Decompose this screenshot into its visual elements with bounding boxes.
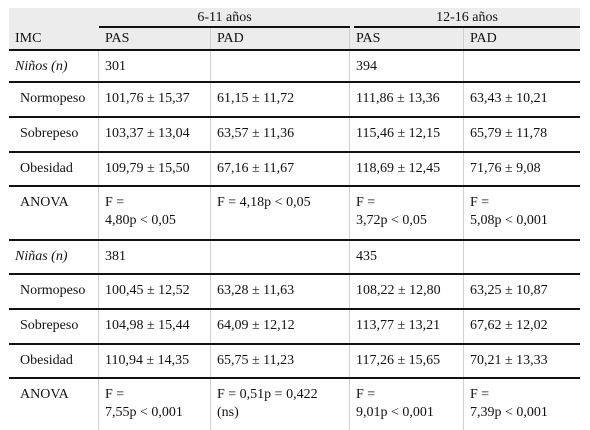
table-cell: F = 0,51p = 0,422 (ns)	[211, 379, 350, 430]
table-cell	[464, 51, 580, 81]
table-cell: F = 3,72p < 0,05	[350, 187, 464, 239]
table-cell: 104,98 ± 15,44	[99, 310, 211, 343]
table-row: Sobrepeso 104,98 ± 15,44 64,09 ± 12,12 113,…	[9, 308, 580, 343]
table-cell	[464, 241, 580, 273]
table-cell: 113,77 ± 13,21	[350, 310, 464, 343]
table-cell	[211, 241, 350, 273]
table-cell: 63,57 ± 11,36	[211, 118, 350, 151]
table-cell: 111,86 ± 13,36	[350, 83, 464, 116]
row-label: Niños (n)	[9, 51, 99, 81]
column-header-row: IMC PAS PAD PAS PAD	[9, 28, 580, 49]
column-header-pas-2: PAS	[350, 28, 464, 49]
table-cell: 110,94 ± 14,35	[99, 345, 211, 377]
table-cell: 115,46 ± 12,15	[350, 118, 464, 151]
table-cell: 67,62 ± 12,02	[470, 318, 548, 333]
data-table: 6-11 años 12-16 años IMC PAS PAD PAS PAD…	[9, 8, 580, 430]
table-cell: F = 4,80p < 0,05	[99, 187, 211, 239]
row-label: Obesidad	[9, 153, 99, 185]
table-cell: 63,25 ± 10,87	[470, 283, 548, 298]
table-cell: F = 7,55p < 0,001	[99, 379, 211, 430]
table-cell: 63,28 ± 11,63	[211, 275, 350, 308]
table-cell: 117,26 ± 15,65	[350, 345, 464, 377]
row-label: Obesidad	[9, 345, 99, 377]
header-spacer	[9, 8, 99, 28]
group-header-12-16: 12-16 años	[354, 8, 580, 28]
column-header-pad-2: PAD	[470, 31, 497, 46]
table-row: Normopeso 101,76 ± 15,37 61,15 ± 11,72 111,…	[9, 81, 580, 116]
table-cell: F = 5,08p < 0,001	[470, 195, 548, 228]
table-cell: 63,43 ± 10,21	[470, 91, 548, 106]
table-row: Obesidad 109,79 ± 15,50 67,16 ± 11,67 118,6…	[9, 151, 580, 185]
column-header-pad-1: PAD	[211, 28, 350, 49]
table-cell: F = 9,01p < 0,001	[350, 379, 464, 430]
table-row: ANOVA F = 7,55p < 0,001 F = 0,51p = 0,422 (n…	[9, 377, 580, 430]
table-cell: 61,15 ± 11,72	[211, 83, 350, 116]
table-cell: 67,16 ± 11,67	[211, 153, 350, 185]
table-cell: 101,76 ± 15,37	[99, 83, 211, 116]
row-label: ANOVA	[9, 187, 99, 239]
row-label: Normopeso	[9, 83, 99, 116]
column-header-pas-1: PAS	[99, 28, 211, 49]
table-cell: 65,75 ± 11,23	[211, 345, 350, 377]
table-cell: 435	[350, 241, 464, 273]
row-label: Niñas (n)	[9, 241, 99, 273]
table-cell: 71,76 ± 9,08	[470, 161, 541, 176]
table-row: Niñas (n) 381 435	[9, 239, 580, 273]
table-row: ANOVA F = 4,80p < 0,05 F = 4,18p < 0,05 F = 3…	[9, 185, 580, 239]
table-cell: 103,37 ± 13,04	[99, 118, 211, 151]
table-row: Normopeso 100,45 ± 12,52 63,28 ± 11,63 108,…	[9, 273, 580, 308]
table-cell: 381	[99, 241, 211, 273]
row-label: ANOVA	[9, 379, 99, 430]
table-row: Niños (n) 301 394	[9, 49, 580, 81]
table-cell: F = 4,18p < 0,05	[211, 187, 350, 239]
table-cell	[211, 51, 350, 81]
table-cell: 70,21 ± 13,33	[470, 353, 548, 368]
table-row: Sobrepeso 103,37 ± 13,04 63,57 ± 11,36 115,…	[9, 116, 580, 151]
row-label: Sobrepeso	[9, 310, 99, 343]
table-row: Obesidad 110,94 ± 14,35 65,75 ± 11,23 117,2…	[9, 343, 580, 377]
group-header-row: 6-11 años 12-16 años	[9, 8, 580, 28]
table-cell: F = 7,39p < 0,001	[470, 387, 548, 420]
table-body: Niños (n) 301 394 Normopeso 101,76 ± 15,37 61…	[9, 49, 580, 430]
table-cell: 394	[350, 51, 464, 81]
table-cell: 64,09 ± 12,12	[211, 310, 350, 343]
row-label: Sobrepeso	[9, 118, 99, 151]
group-header-6-11: 6-11 años	[99, 8, 350, 28]
table-cell: 100,45 ± 12,52	[99, 275, 211, 308]
table-cell: 301	[99, 51, 211, 81]
table-cell: 108,22 ± 12,80	[350, 275, 464, 308]
row-label: Normopeso	[9, 275, 99, 308]
table-cell: 109,79 ± 15,50	[99, 153, 211, 185]
table-cell: 118,69 ± 12,45	[350, 153, 464, 185]
table-cell: 65,79 ± 11,78	[470, 126, 548, 141]
row-header-label: IMC	[15, 31, 42, 46]
